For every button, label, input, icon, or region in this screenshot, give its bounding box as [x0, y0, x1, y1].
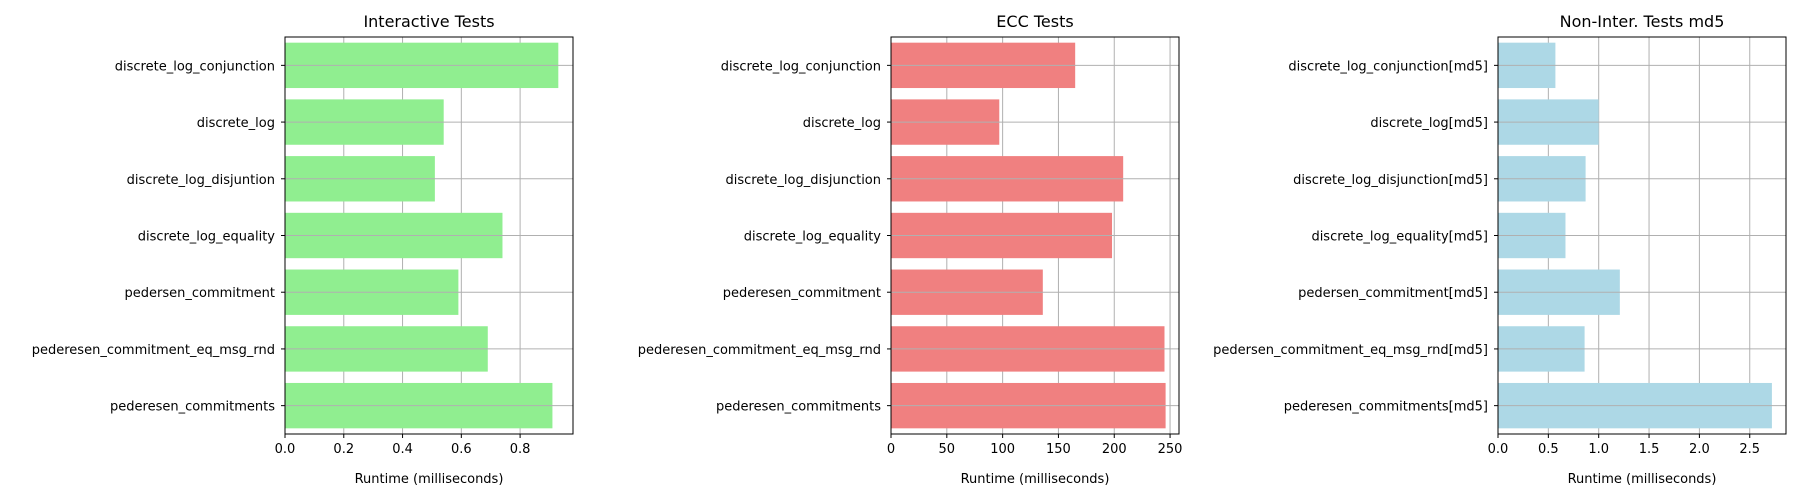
- chart-title: Non-Inter. Tests md5: [1560, 12, 1725, 31]
- chart-panel-2: discrete_log_conjunction discrete_logdisc…: [638, 12, 1183, 487]
- y-tick-label: discrete_log_equality: [138, 230, 276, 245]
- y-tick-label: discrete_log: [803, 116, 881, 131]
- x-tick-label: 0.5: [1538, 442, 1559, 457]
- x-axis-label: Runtime (milliseconds): [355, 472, 504, 487]
- x-tick-label: 0.4: [392, 442, 413, 457]
- y-tick-label: pederesen_commitments: [716, 400, 881, 415]
- x-tick-label: 0.2: [333, 442, 354, 457]
- x-tick-label: 150: [1046, 442, 1071, 457]
- x-tick-label: 50: [939, 442, 956, 457]
- y-tick-label: pedersen_commitment_eq_msg_rnd[md5]: [1213, 343, 1488, 358]
- x-tick-label: 0.6: [451, 442, 472, 457]
- x-tick-label: 250: [1158, 442, 1183, 457]
- y-tick-label: pederesen_commitment_eq_msg_rnd: [638, 343, 881, 358]
- chart-panel-3: discrete_log_conjunction[md5] discrete_lo…: [1213, 12, 1787, 487]
- x-tick-label: 1.0: [1588, 442, 1609, 457]
- y-tick-label: pedersen_commitment[md5]: [1298, 286, 1488, 301]
- y-tick-label: discrete_log_conjunction: [115, 59, 275, 74]
- x-tick-label: 1.5: [1639, 442, 1660, 457]
- y-tick-label: discrete_log_disjuntion: [127, 173, 275, 188]
- y-tick-label: pederesen_commitments: [110, 400, 275, 415]
- y-tick-label: discrete_log_disjunction[md5]: [1293, 173, 1488, 188]
- x-tick-label: 100: [990, 442, 1015, 457]
- x-axis-label: Runtime (milliseconds): [1568, 472, 1717, 487]
- x-tick-label: 2.0: [1689, 442, 1710, 457]
- y-tick-label: pedersen_commitment: [125, 286, 276, 301]
- x-tick-label: 0.0: [1488, 442, 1509, 457]
- x-axis-label: Runtime (milliseconds): [961, 472, 1110, 487]
- x-tick-label: 0.8: [510, 442, 531, 457]
- y-tick-label: pederesen_commitment: [723, 286, 881, 301]
- x-tick-label: 200: [1102, 442, 1127, 457]
- y-tick-label: pederesen_commitments[md5]: [1284, 400, 1488, 415]
- chart-title: Interactive Tests: [363, 12, 494, 31]
- y-tick-label: discrete_log_conjunction: [721, 59, 881, 74]
- chart-title: ECC Tests: [996, 12, 1073, 31]
- y-tick-label: pederesen_commitment_eq_msg_rnd: [32, 343, 275, 358]
- y-tick-label: discrete_log_equality: [744, 230, 882, 245]
- y-tick-label: discrete_log_disjunction: [725, 173, 881, 188]
- y-tick-label: discrete_log_equality[md5]: [1311, 230, 1488, 245]
- y-tick-label: discrete_log: [197, 116, 275, 131]
- y-tick-label: discrete_log[md5]: [1370, 116, 1488, 131]
- x-tick-label: 0: [887, 442, 895, 457]
- chart-panel-1: discrete_log_conjunction discrete_logdisc…: [32, 12, 574, 487]
- y-tick-label: discrete_log_conjunction[md5]: [1288, 59, 1488, 74]
- x-tick-label: 2.5: [1739, 442, 1760, 457]
- x-tick-label: 0.0: [275, 442, 296, 457]
